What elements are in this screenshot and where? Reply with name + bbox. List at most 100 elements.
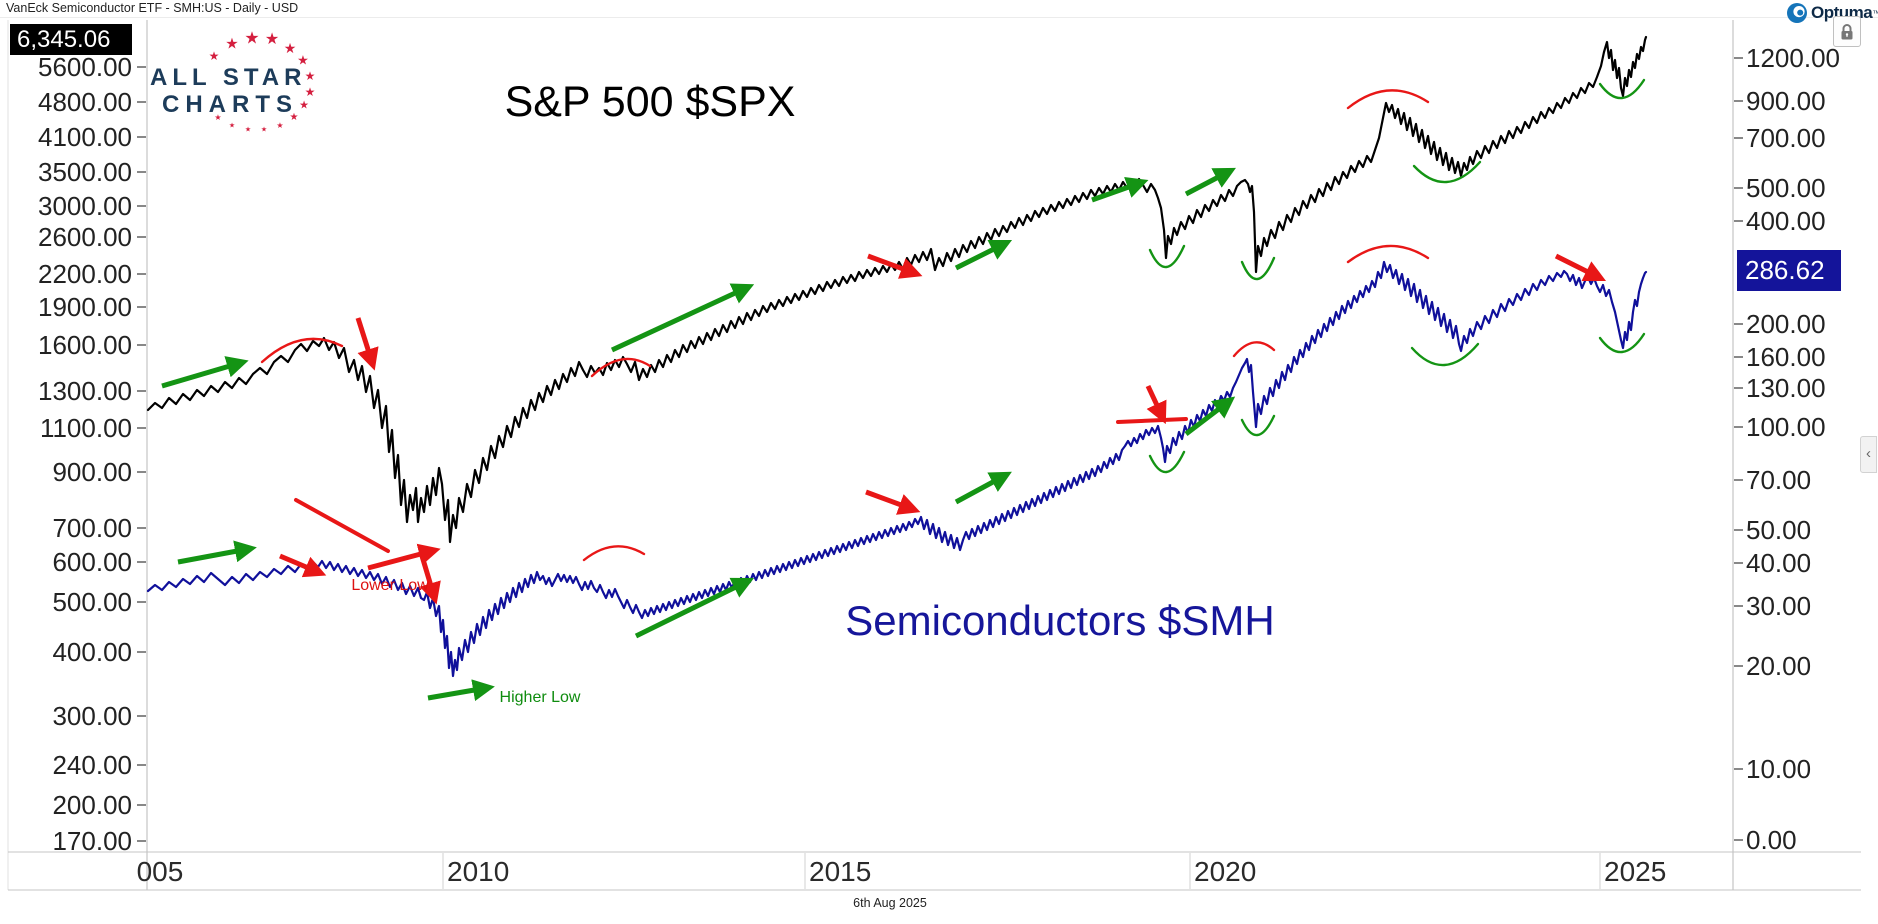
- watermark-star-icon: ★: [297, 52, 309, 68]
- spx-2018-up-arrow[interactable]: [1091, 176, 1149, 203]
- left-axis-label-500.00: 500.00: [52, 587, 132, 617]
- right-axis-label-50.00: 50.00: [1746, 515, 1812, 545]
- watermark-star-icon: ★: [208, 49, 220, 63]
- left-axis-label-1600.00: 1600.00: [38, 330, 132, 360]
- year-label-2005: 2005: [137, 856, 183, 888]
- watermark-star-icon: ★: [260, 126, 268, 134]
- year-label-2025: 2025: [1604, 856, 1666, 888]
- right-axis-label-70.00: 70.00: [1746, 465, 1812, 495]
- right-axis-label-100.00: 100.00: [1746, 412, 1826, 442]
- watermark-star-icon: ★: [228, 122, 236, 130]
- optuma-logo: Optuma ™: [1786, 1, 1878, 25]
- smh-2016-up-arrow[interactable]: [954, 471, 1012, 505]
- watermark-star-icon: ★: [276, 121, 284, 130]
- smh-price-line[interactable]: [146, 260, 1648, 678]
- year-label-2010: 2010: [447, 856, 509, 888]
- watermark-star-icon: ★: [214, 113, 222, 122]
- spx-2018-low-arc[interactable]: [1148, 244, 1186, 269]
- watermark-star-icon: ★: [299, 99, 309, 112]
- right-axis-label-0.00: 0.00: [1746, 825, 1797, 855]
- higher-low-label[interactable]: Higher Low: [499, 689, 581, 706]
- left-axis-label-240.00: 240.00: [52, 750, 132, 780]
- left-axis-label-900.00: 900.00: [52, 457, 132, 487]
- spx-2007-top-arc[interactable]: [260, 337, 344, 364]
- left-axis-label-700.00: 700.00: [52, 513, 132, 543]
- left-axis-label-300.00: 300.00: [52, 701, 132, 731]
- watermark-text-line2: CHARTS: [162, 91, 298, 118]
- lock-icon: [1841, 23, 1853, 39]
- plot-frame: [7, 20, 1861, 891]
- year-label-2020: 2020: [1194, 856, 1256, 888]
- spx-2008-down-arrow[interactable]: [355, 317, 379, 371]
- chart-title-breadcrumb: VanEck Semiconductor ETF - SMH:US - Dail…: [6, 1, 299, 15]
- left-axis-label-1100.00: 1100.00: [39, 413, 132, 443]
- spx-2015-down-arrow[interactable]: [867, 253, 923, 279]
- spx-price-line[interactable]: [146, 35, 1648, 544]
- allstarcharts-watermark: ALL STAR CHARTS ★ ★ ★ ★ ★ ★ ★ ★ ★ ★ ★ ★ ★ ★ ★: [140, 30, 340, 150]
- watermark-star-icon: ★: [244, 28, 260, 48]
- sidebar-collapse-button[interactable]: ‹: [1860, 436, 1877, 473]
- watermark-star-icon: ★: [283, 40, 297, 56]
- year-label-text: 2015: [809, 856, 872, 887]
- spx-2022-low-arc[interactable]: [1412, 160, 1482, 184]
- smh-2022-low-arc[interactable]: [1410, 342, 1480, 367]
- spx-title-annotation[interactable]: S&P 500 $SPX: [504, 78, 796, 126]
- smh-last-price-tag: 286.62: [1737, 250, 1841, 291]
- left-axis-label-4100.00: 4100.00: [38, 122, 132, 152]
- price-series-layer: [146, 35, 1648, 678]
- left-axis-label-4800.00: 4800.00: [38, 87, 132, 117]
- smh-2007-down-arrow[interactable]: [279, 553, 327, 578]
- left-axis-label-2600.00: 2600.00: [38, 222, 132, 252]
- right-axis-label-700.00: 700.00: [1746, 123, 1826, 153]
- spx-2016-up-arrow[interactable]: [954, 239, 1013, 271]
- spx-2012-up-arrow[interactable]: [610, 283, 755, 353]
- right-axis-label-10.00: 10.00: [1746, 754, 1812, 784]
- spx-last-price-tag: 6,345.06: [10, 24, 132, 55]
- spx-2022-top-arc[interactable]: [1346, 89, 1430, 110]
- spx-2025-low-arc[interactable]: [1598, 78, 1646, 100]
- smh-2019-up-arrow[interactable]: [1184, 396, 1236, 436]
- spx-2005-up-arrow[interactable]: [161, 356, 249, 389]
- watermark-star-icon: ★: [264, 31, 280, 48]
- smh-2011-top-arc[interactable]: [582, 545, 646, 562]
- lock-button[interactable]: [1833, 16, 1861, 47]
- smh-2024-down-arrow[interactable]: [1554, 253, 1607, 282]
- smh-2020-low-arc[interactable]: [1240, 414, 1276, 437]
- smh-2005-up-arrow[interactable]: [177, 540, 257, 565]
- watermark-star-icon: ★: [244, 126, 252, 134]
- optuma-trademark: ™: [1872, 8, 1878, 18]
- right-axis-label-130.00: 130.00: [1746, 373, 1826, 403]
- smh-2021-top-arc[interactable]: [1346, 244, 1430, 264]
- spx-2019-up-arrow[interactable]: [1184, 167, 1236, 197]
- spx-2011-top-arc[interactable]: [590, 357, 652, 378]
- date-footer: 6th Aug 2025: [853, 896, 927, 910]
- left-axis-label-3000.00: 3000.00: [38, 191, 132, 221]
- smh-2020-top-arc[interactable]: [1232, 341, 1276, 358]
- smh-2025-low-arc[interactable]: [1598, 332, 1646, 354]
- spx-2020-low-arc[interactable]: [1240, 256, 1276, 281]
- optuma-logo-icon: [1787, 3, 1807, 23]
- smh-title-annotation[interactable]: Semiconductors $SMH: [845, 597, 1275, 644]
- left-axis-label-400.00: 400.00: [52, 637, 132, 667]
- year-label-text: 2020: [1194, 856, 1257, 887]
- spx-lowerlow-trendline[interactable]: [294, 498, 390, 553]
- smh-2012-up-arrow[interactable]: [634, 577, 755, 639]
- smh-2018-down-arrow[interactable]: [1145, 384, 1167, 425]
- right-axis-label-500.00: 500.00: [1746, 173, 1826, 203]
- title-bar: VanEck Semiconductor ETF - SMH:US - Dail…: [0, 0, 1878, 18]
- right-axis-label-20.00: 20.00: [1746, 651, 1812, 681]
- year-label-2015: 2015: [809, 856, 871, 888]
- lower-low-label[interactable]: Lower Low: [351, 577, 429, 594]
- spx-lower-low-arrow[interactable]: [367, 543, 441, 571]
- year-label-text: 2010: [447, 856, 510, 887]
- left-axis-label-170.00: 170.00: [52, 826, 132, 856]
- left-axis-label-3500.00: 3500.00: [38, 157, 132, 187]
- smh-higher-low-arrow[interactable]: [427, 679, 495, 702]
- right-axis-label-30.00: 30.00: [1746, 591, 1812, 621]
- smh-2015-down-arrow[interactable]: [865, 489, 921, 515]
- watermark-star-icon: ★: [289, 112, 299, 123]
- smh-2018-resistance[interactable]: [1116, 417, 1188, 424]
- smh-2018-low-arc[interactable]: [1148, 450, 1186, 474]
